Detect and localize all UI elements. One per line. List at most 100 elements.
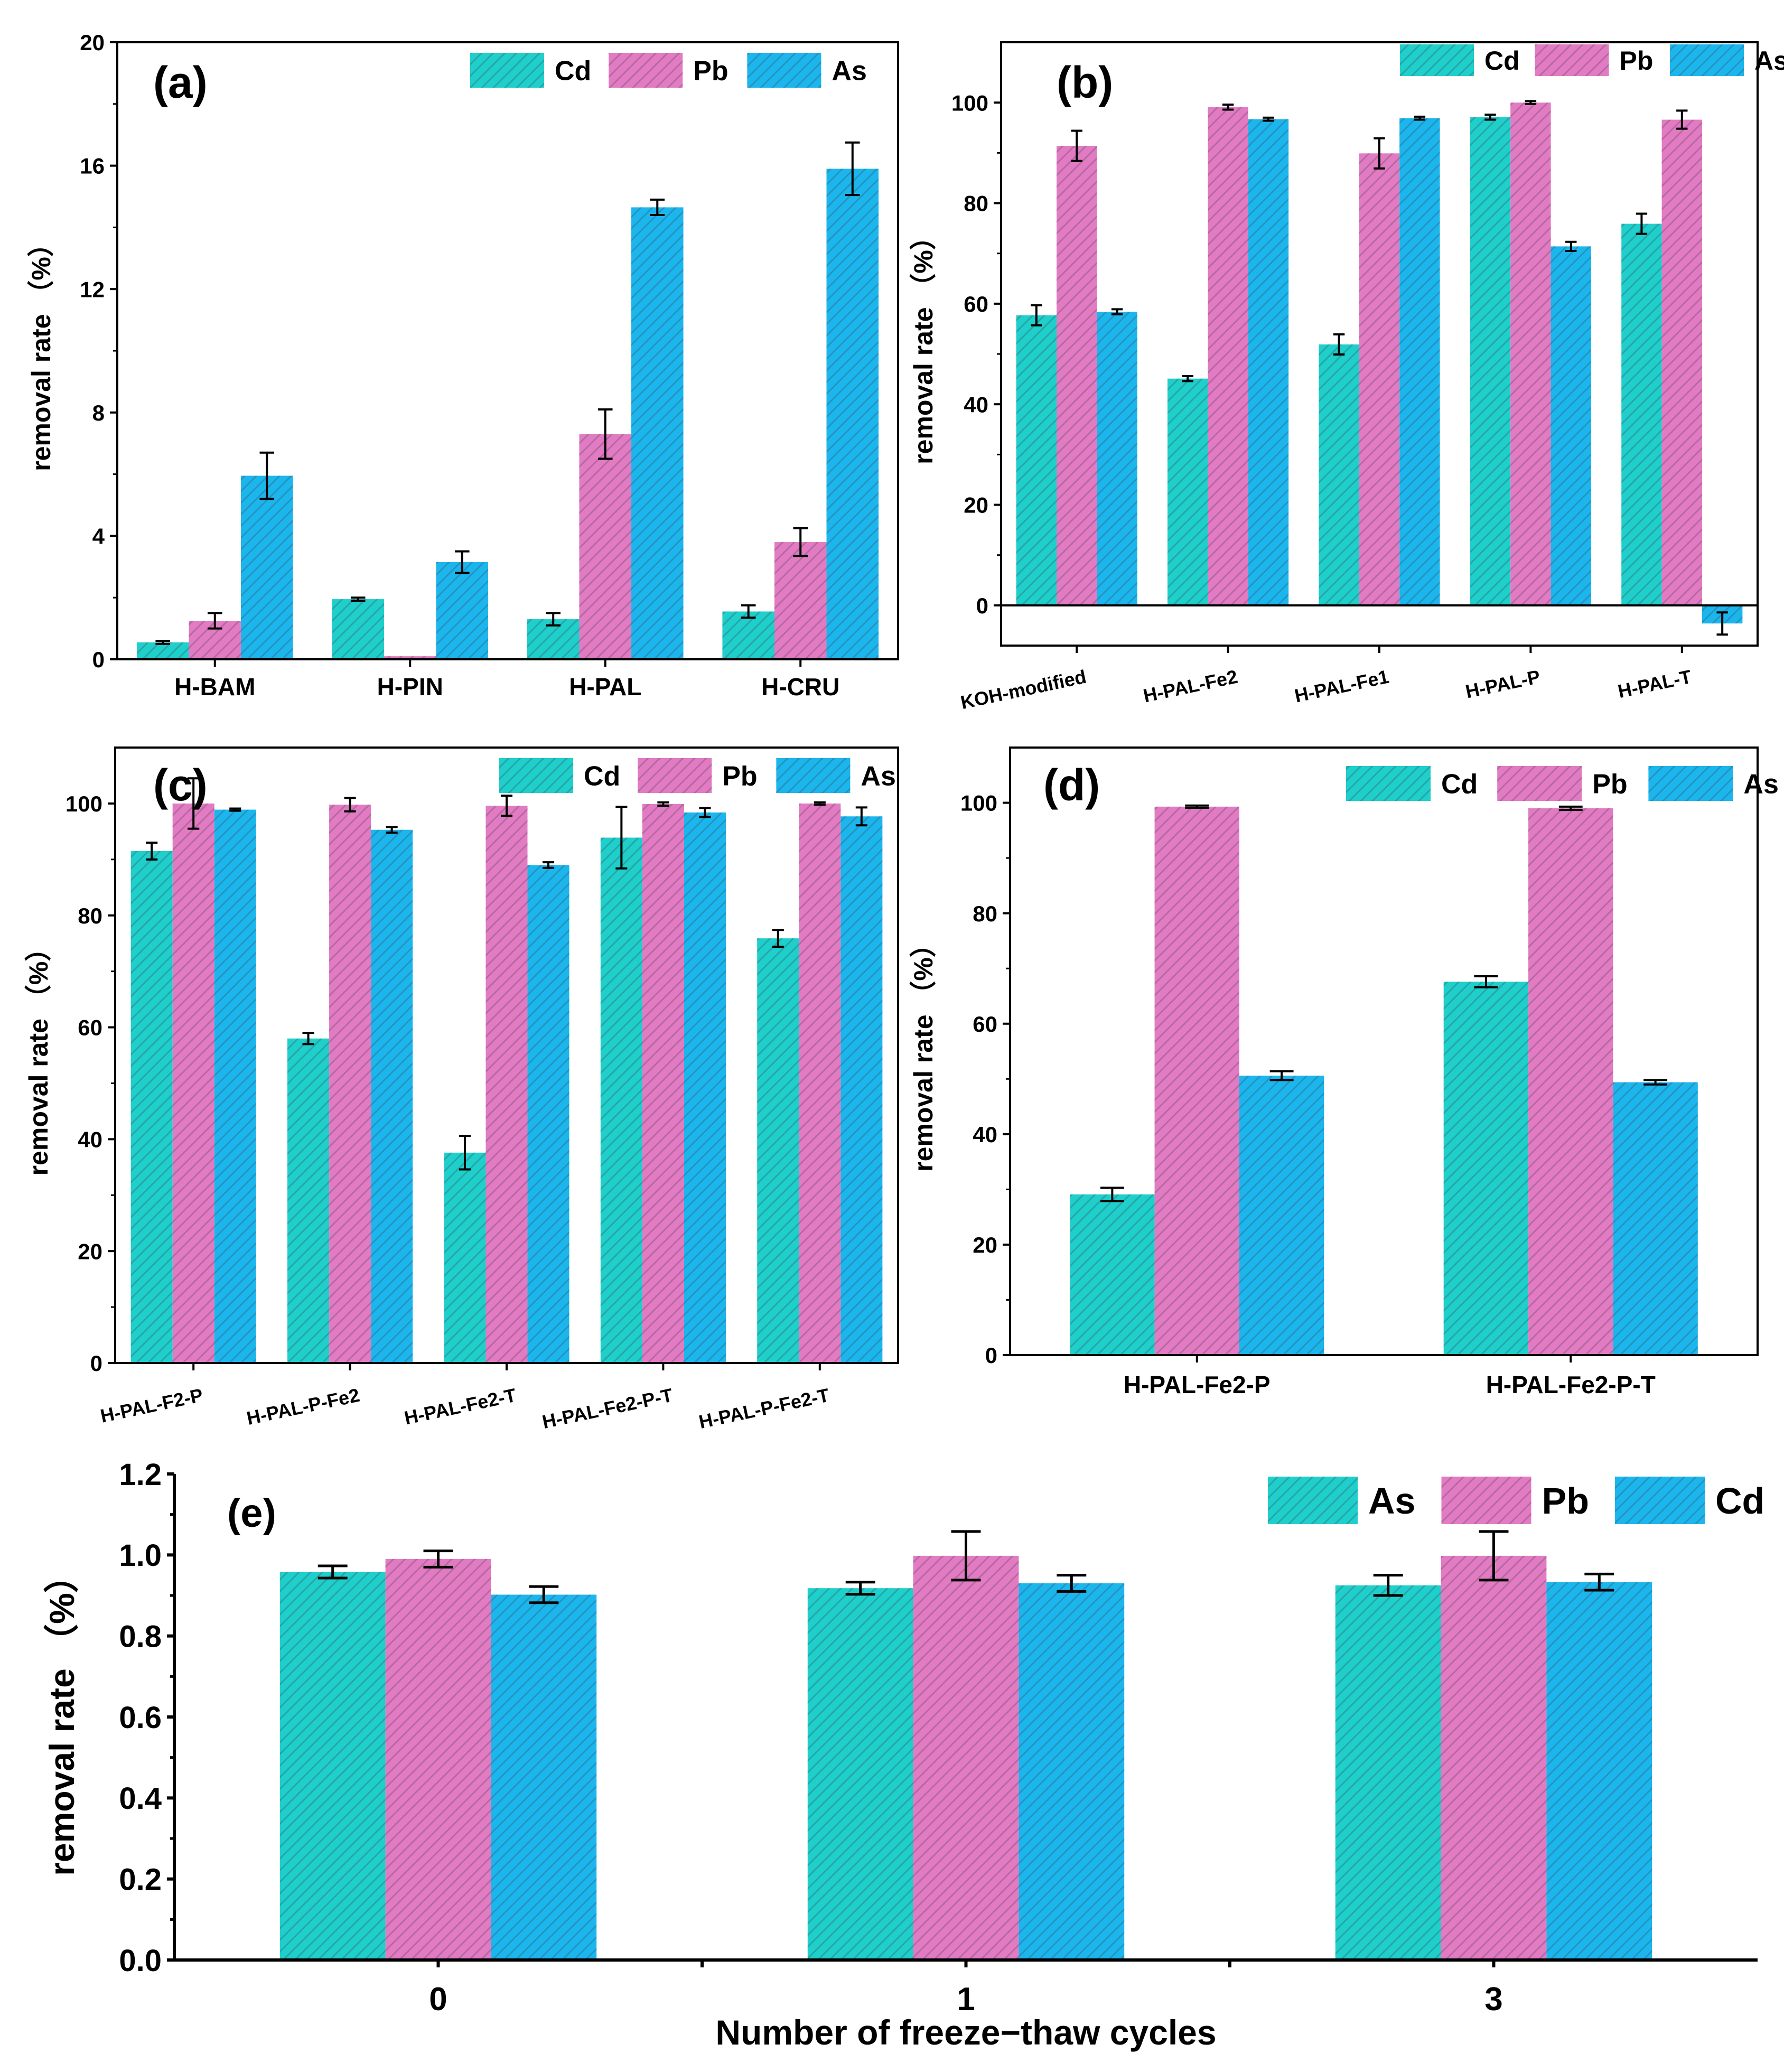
- bar-hatch-as-2: [1335, 1585, 1441, 1960]
- legend-label-cd: Cd: [1441, 769, 1478, 800]
- y-tick-label-5: 100: [66, 791, 102, 816]
- bar-hatch-pb-1: [913, 1555, 1019, 1960]
- bar-hatch-cd-0: [130, 851, 173, 1363]
- bar-hatch-pb-1: [329, 805, 371, 1363]
- bar-hatch-pb-2: [485, 806, 528, 1363]
- y-tick-label-2: 0.4: [119, 1781, 162, 1816]
- y-tick-label-3: 0.6: [119, 1701, 162, 1735]
- bar-hatch-as-3: [826, 169, 879, 659]
- legend-label-cd: Cd: [1484, 46, 1520, 76]
- y-tick-label-2: 40: [78, 1127, 102, 1152]
- panel-label: (b): [1057, 58, 1113, 107]
- bar-hatch-cd-2: [444, 1152, 486, 1363]
- bar-hatch-cd-4: [757, 938, 799, 1363]
- bar-hatch-as-0: [214, 809, 256, 1363]
- y-axis-label: removal rate （%）: [909, 931, 938, 1172]
- y-tick-label-5: 1.0: [119, 1538, 162, 1573]
- x-category-label-4: H-PAL-T: [1616, 666, 1694, 702]
- y-tick-label-5: 100: [960, 791, 997, 816]
- legend-swatch-hatch-as: [1670, 44, 1744, 76]
- bar-hatch-as-0: [279, 1572, 386, 1960]
- x-category-label-1: H-PAL-P-Fe2: [245, 1384, 361, 1429]
- y-axis-label: removal rate （%）: [909, 223, 938, 464]
- bar-hatch-pb-2: [579, 434, 632, 659]
- bar-hatch-pb-1: [1208, 107, 1248, 605]
- bar-hatch-as-3: [684, 812, 726, 1363]
- bar-hatch-cd-1: [287, 1038, 330, 1363]
- y-tick-label-1: 20: [973, 1233, 997, 1257]
- bar-hatch-cd-4: [1621, 223, 1662, 605]
- x-category-label-0: 0: [429, 1981, 447, 2018]
- bar-hatch-cd-0: [1070, 1194, 1155, 1355]
- legend-swatch-hatch-pb: [609, 53, 683, 88]
- legend-swatch-hatch-pb: [1441, 1477, 1531, 1524]
- x-category-label-1: 1: [957, 1981, 975, 2018]
- bar-hatch-as-1: [1248, 119, 1289, 605]
- x-category-label-3: H-PAL-P: [1463, 666, 1542, 703]
- bar-hatch-pb-1: [1528, 808, 1613, 1355]
- x-category-label-0: H-PAL-F2-P: [98, 1384, 205, 1427]
- legend-label-cd: Cd: [584, 761, 620, 792]
- x-category-label-1: H-PIN: [377, 673, 443, 701]
- bar-hatch-as-2: [631, 207, 684, 659]
- panel-c-chart: 0 20 40 60 80 100 H-PAL-F2-P H-PAL-P-Fe2 H-PAL-F…: [24, 746, 899, 1433]
- y-tick-label-2: 40: [973, 1122, 997, 1147]
- x-category-label-3: H-CRU: [761, 673, 839, 701]
- y-tick-label-1: 0.2: [119, 1863, 162, 1897]
- panel-b-chart: 0 20 40 60 80 100 KOH-modified H-PAL-Fe2 H-PAL-F…: [909, 41, 1784, 713]
- y-tick-label-4: 80: [973, 901, 997, 926]
- bar-hatch-as-1: [371, 829, 413, 1363]
- x-category-label-1: H-PAL-Fe2: [1141, 666, 1239, 707]
- legend-swatch-hatch-as: [747, 53, 821, 88]
- legend-label-pb: Pb: [1592, 769, 1627, 800]
- bar-hatch-cd-2: [1319, 344, 1359, 605]
- legend-swatch-hatch-cd: [1346, 766, 1431, 801]
- bar-hatch-pb-0: [1057, 146, 1097, 605]
- y-tick-label-1: 20: [78, 1239, 102, 1264]
- bar-hatch-as-0: [1097, 312, 1137, 605]
- bar-hatch-pb-4: [799, 803, 841, 1363]
- bar-hatch-pb-1: [384, 656, 436, 659]
- panel-label: (c): [153, 760, 208, 810]
- y-axis-label: removal rate （%）: [24, 935, 53, 1176]
- y-tick-label-0: 0: [976, 593, 988, 618]
- x-category-label-2: H-PAL-Fe1: [1293, 666, 1391, 707]
- x-category-label-0: H-PAL-Fe2-P: [1124, 1371, 1271, 1398]
- x-category-label-2: H-PAL: [569, 673, 641, 701]
- y-tick-label-0: 0: [985, 1343, 997, 1368]
- legend-swatch-hatch-as: [776, 758, 851, 793]
- y-tick-label-5: 100: [951, 90, 988, 115]
- axes-frame: [1009, 746, 1759, 1356]
- x-category-label-1: H-PAL-Fe2-P-T: [1486, 1371, 1656, 1398]
- legend-label-as: As: [832, 56, 866, 87]
- y-tick-label-1: 4: [92, 524, 105, 549]
- bar-hatch-pb-3: [642, 804, 684, 1363]
- legend-swatch-hatch-pb: [1497, 766, 1582, 801]
- x-category-label-2: H-PAL-Fe2-T: [403, 1384, 518, 1429]
- bar-hatch-as-3: [1551, 246, 1591, 605]
- legend-swatch-hatch-cd: [1400, 44, 1474, 76]
- legend-swatch-hatch-pb: [1535, 44, 1609, 76]
- bar-hatch-pb-0: [172, 803, 214, 1363]
- y-tick-label-2: 40: [964, 392, 988, 417]
- bar-hatch-cd-1: [1167, 378, 1208, 605]
- legend-swatch-hatch-pb: [638, 758, 712, 793]
- bar-hatch-as-0: [1239, 1076, 1324, 1355]
- bar-hatch-cd-0: [136, 642, 189, 659]
- bar-hatch-cd-1: [332, 599, 384, 659]
- y-axis-label: removal rate （%）: [26, 230, 56, 471]
- bar-hatch-cd-3: [722, 611, 774, 659]
- bar-hatch-pb-2: [1441, 1555, 1547, 1960]
- panel-d-chart: 0 20 40 60 80 100 H-PAL-Fe2-P H-PAL-Fe2-P-T remo…: [909, 746, 1779, 1398]
- y-tick-label-3: 60: [973, 1012, 997, 1037]
- bar-hatch-cd-1: [1019, 1583, 1125, 1960]
- panel-label: (a): [153, 58, 208, 107]
- y-tick-label-0: 0.0: [119, 1944, 162, 1978]
- bar-hatch-pb-0: [1154, 806, 1239, 1355]
- y-tick-label-0: 0: [92, 647, 105, 672]
- bar-hatch-as-0: [241, 475, 293, 659]
- bar-hatch-cd-3: [1470, 117, 1511, 605]
- legend-swatch-hatch-cd: [499, 758, 573, 793]
- x-category-label-2: 3: [1484, 1981, 1502, 2018]
- legend-label-pb: Pb: [722, 761, 757, 792]
